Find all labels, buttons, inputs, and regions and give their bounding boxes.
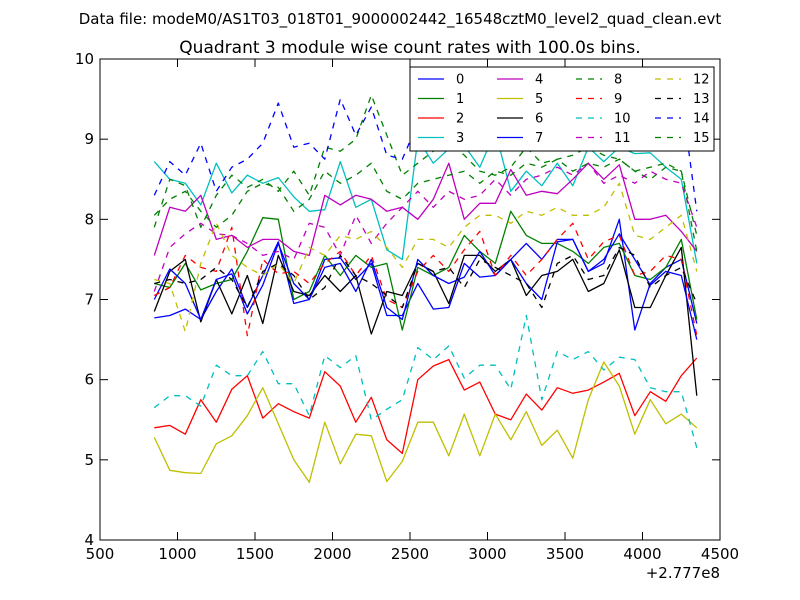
x-tick-label: 1500: [236, 545, 274, 563]
legend-label-11: 11: [614, 131, 631, 146]
series-line-2: [154, 357, 698, 455]
legend-label-13: 13: [693, 92, 710, 107]
x-offset-label: +2.777e8: [646, 564, 720, 582]
x-tick-label: 2500: [391, 545, 429, 563]
legend-label-7: 7: [535, 131, 543, 146]
y-tick-label: 10: [75, 50, 94, 68]
x-tick-label: 3500: [546, 545, 584, 563]
legend-label-15: 15: [693, 131, 710, 146]
series-line-1: [154, 210, 698, 331]
y-tick-label: 8: [84, 210, 94, 228]
x-tick-label: 3000: [468, 545, 506, 563]
legend-label-14: 14: [693, 112, 710, 127]
y-tick-label: 4: [84, 531, 94, 549]
legend-label-8: 8: [614, 73, 622, 88]
legend-box: [409, 66, 715, 152]
legend-label-5: 5: [535, 92, 543, 107]
legend-label-1: 1: [456, 92, 464, 107]
legend-label-10: 10: [614, 112, 631, 127]
x-tick-label: 2000: [313, 545, 351, 563]
legend-label-12: 12: [693, 73, 710, 88]
series-line-4: [153, 162, 698, 257]
legend-label-3: 3: [456, 131, 464, 146]
legend-label-6: 6: [535, 112, 543, 127]
legend-label-9: 9: [614, 92, 622, 107]
legend-label-4: 4: [535, 73, 543, 88]
x-tick-label: 1000: [158, 545, 196, 563]
x-tick-label: 4500: [701, 545, 739, 563]
series-line-0: [154, 218, 698, 331]
series-line-12: [154, 182, 698, 333]
legend-label-2: 2: [456, 112, 464, 127]
x-tick-label: 4000: [623, 545, 661, 563]
chart-suptitle: Data file: modeM0/AS1T03_018T01_90000024…: [79, 10, 722, 29]
series-line-7: [153, 233, 698, 340]
legend-label-0: 0: [456, 73, 464, 88]
series-line-9: [154, 222, 698, 337]
x-tick-label: 500: [86, 545, 115, 563]
y-tick-label: 9: [84, 130, 94, 148]
y-tick-label: 5: [84, 451, 94, 469]
chart-title: Quadrant 3 module wise count rates with …: [179, 38, 640, 58]
series-line-15: [153, 158, 698, 236]
series-line-8: [153, 94, 698, 252]
y-tick-label: 7: [84, 291, 94, 309]
series-line-10: [153, 314, 698, 448]
series-line-11: [153, 162, 698, 292]
axis-ticks: 500 1000 1500 2000 2500 3000 3500 4000 4500 4 5 6 7 8…: [75, 50, 739, 563]
y-tick-label: 6: [84, 371, 94, 389]
series-line-5: [153, 361, 698, 483]
